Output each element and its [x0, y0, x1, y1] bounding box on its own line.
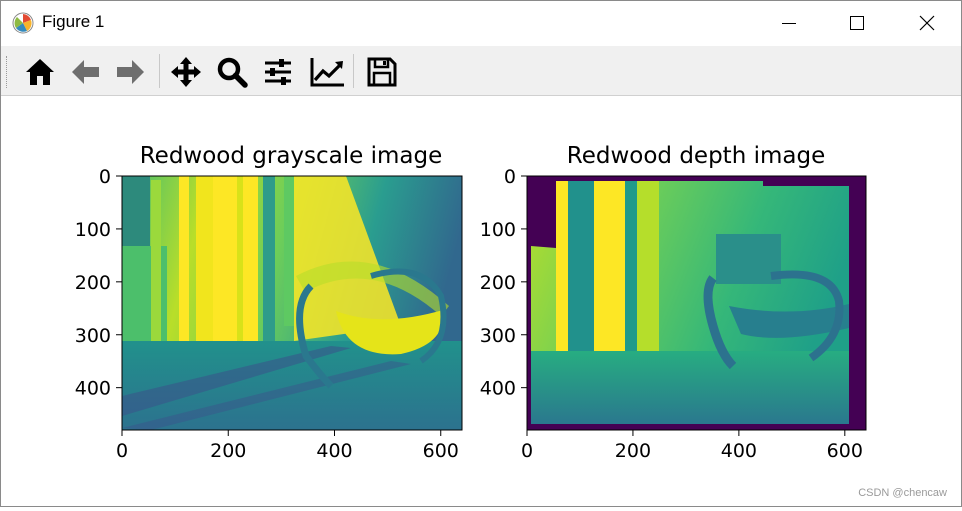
close-icon	[919, 15, 935, 31]
depth-x-tick-label: 600	[827, 440, 863, 462]
grayscale-y-ticks: 0 100 200 300 400	[75, 166, 122, 400]
depth-y-tick-label: 400	[480, 378, 516, 400]
arrow-right-icon	[117, 60, 144, 84]
close-button[interactable]	[899, 1, 955, 45]
zoom-button[interactable]	[213, 54, 251, 90]
depth-axes-title: Redwood depth image	[567, 143, 825, 169]
toolbar-separator	[159, 54, 160, 88]
matplotlib-app-icon	[12, 12, 34, 34]
grayscale-x-tick-label: 0	[116, 440, 128, 462]
depth-y-tick-label: 300	[480, 325, 516, 347]
grayscale-image	[122, 176, 462, 430]
depth-x-tick-label: 0	[521, 440, 533, 462]
grayscale-y-tick-label: 200	[75, 272, 111, 294]
depth-y-ticks: 0 100 200 300 400	[480, 166, 527, 400]
depth-x-ticks: 0 200 400 600	[521, 430, 863, 462]
grayscale-y-tick-label: 100	[75, 219, 111, 241]
grayscale-x-tick-label: 600	[423, 440, 459, 462]
home-icon	[26, 59, 54, 85]
window-title: Figure 1	[42, 12, 105, 31]
depth-y-tick-label: 0	[504, 166, 516, 188]
forward-button[interactable]	[111, 54, 149, 90]
move-icon	[171, 57, 201, 87]
figure-canvas[interactable]: Redwood grayscale image	[1, 96, 961, 506]
figure-plot-area: Redwood grayscale image	[75, 143, 867, 462]
grayscale-image-axes: Redwood grayscale image	[75, 143, 463, 462]
toolbar-grip	[6, 56, 9, 88]
arrow-left-icon	[72, 60, 99, 84]
magnifier-icon	[217, 57, 248, 88]
maximize-icon	[850, 16, 864, 30]
title-bar: Figure 1	[1, 1, 961, 45]
pan-button[interactable]	[167, 54, 205, 90]
subplots-button[interactable]	[259, 54, 297, 90]
back-button[interactable]	[67, 54, 105, 90]
grayscale-y-tick-label: 400	[75, 378, 111, 400]
maximize-button[interactable]	[829, 1, 885, 45]
depth-x-tick-label: 400	[721, 440, 757, 462]
grayscale-x-tick-label: 400	[316, 440, 352, 462]
grayscale-y-tick-label: 0	[99, 166, 111, 188]
home-button[interactable]	[21, 54, 59, 90]
depth-y-tick-label: 200	[480, 272, 516, 294]
toolbar-separator	[353, 54, 354, 88]
grayscale-x-ticks: 0 200 400 600	[116, 430, 459, 462]
depth-image-axes: Redwood depth image 0 200 400 600	[480, 143, 867, 462]
grayscale-y-tick-label: 300	[75, 325, 111, 347]
edit-axes-button[interactable]	[307, 54, 345, 90]
depth-x-tick-label: 200	[615, 440, 651, 462]
floppy-disk-icon	[367, 57, 397, 87]
navigation-toolbar	[1, 46, 961, 96]
grayscale-axes-title: Redwood grayscale image	[140, 143, 443, 169]
depth-image	[527, 176, 866, 430]
minimize-icon	[782, 23, 796, 24]
sliders-icon	[265, 59, 291, 85]
line-chart-icon	[310, 58, 344, 87]
watermark-text: CSDN @chencaw	[858, 487, 947, 499]
grayscale-x-tick-label: 200	[210, 440, 246, 462]
depth-y-tick-label: 100	[480, 219, 516, 241]
minimize-button[interactable]	[761, 1, 817, 45]
save-button[interactable]	[363, 54, 401, 90]
